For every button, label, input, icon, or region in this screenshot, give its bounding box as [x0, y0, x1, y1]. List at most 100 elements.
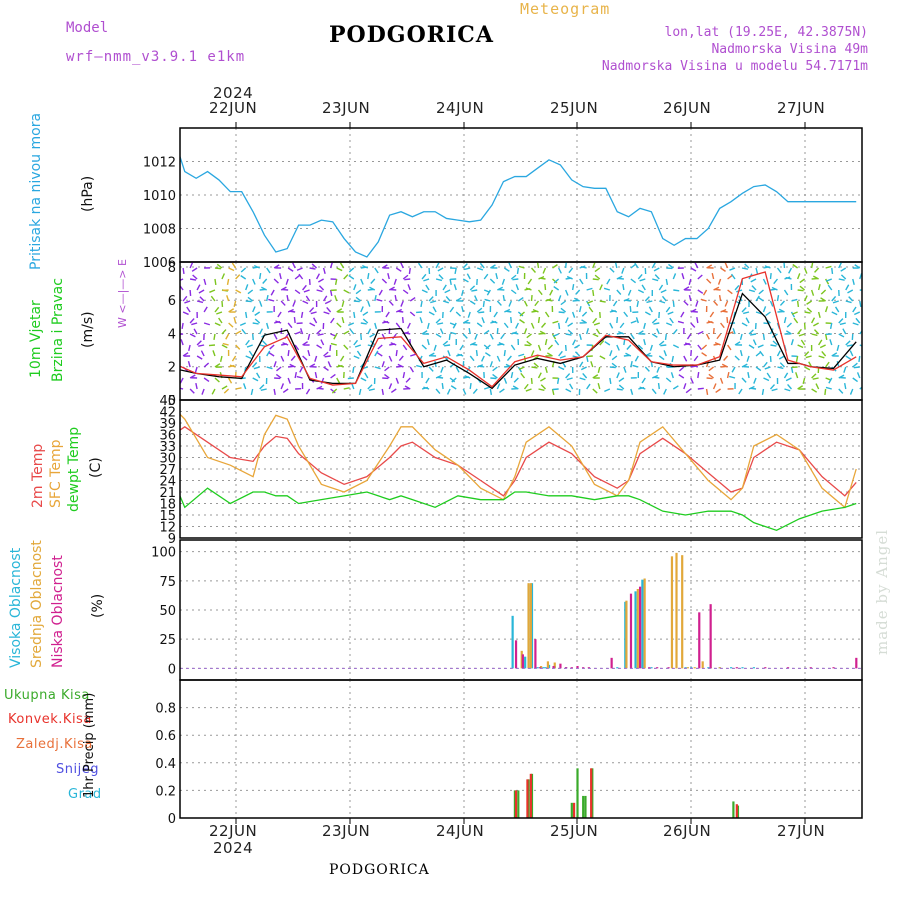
- wind-barb: [269, 344, 275, 350]
- wind-barb: [406, 322, 411, 329]
- wind-barb: [225, 333, 230, 340]
- wind-barb: [579, 278, 584, 285]
- wind-barb: [700, 298, 707, 302]
- clouds-bar: [511, 615, 514, 669]
- wind-ytick-label: 4: [168, 327, 176, 342]
- wind-barb: [189, 333, 196, 338]
- wind-barb: [320, 339, 325, 346]
- clouds-bar: [546, 661, 550, 669]
- precip-bar: [584, 795, 587, 818]
- wind-barb: [625, 352, 632, 357]
- wind-barb: [772, 340, 778, 346]
- wind-barb: [701, 352, 707, 357]
- wind-barb: [741, 322, 748, 327]
- wind-barb: [727, 344, 732, 351]
- wind-barb: [330, 373, 336, 379]
- clouds-bar: [530, 583, 534, 669]
- wind-barb: [530, 294, 533, 302]
- wind-barb: [637, 273, 643, 280]
- wind-barb: [426, 322, 430, 329]
- wind-barb: [808, 361, 813, 368]
- wind-barb: [351, 383, 355, 390]
- wind-barb: [573, 297, 580, 302]
- wind-barb: [762, 306, 767, 313]
- wind-barb: [786, 322, 792, 328]
- wind-barb: [397, 363, 404, 368]
- wind-barb: [697, 289, 704, 294]
- wind-barb: [317, 387, 324, 390]
- wind-barb: [287, 349, 290, 357]
- wind-barb: [472, 388, 478, 395]
- wind-barb: [203, 377, 210, 383]
- wind-barb: [275, 373, 282, 379]
- wind-barb: [266, 267, 271, 274]
- wind-barb: [552, 278, 558, 284]
- wind-barb: [706, 264, 713, 269]
- wind-barb: [425, 377, 430, 384]
- wind-barb: [843, 382, 847, 390]
- wind-barb: [244, 311, 248, 319]
- precip-bar: [590, 768, 593, 818]
- wind-barb: [757, 344, 764, 348]
- wind-barb: [665, 278, 669, 286]
- wind-barb: [712, 327, 715, 335]
- wind-series-speed: [180, 292, 857, 390]
- wind-barb: [537, 316, 541, 324]
- wind-barb: [252, 377, 259, 382]
- wind-barb: [355, 289, 362, 295]
- wind-barb: [848, 296, 854, 302]
- wind-barb: [316, 344, 323, 349]
- wind-barb: [684, 342, 692, 346]
- wind-barb: [707, 320, 714, 324]
- wind-barb: [500, 333, 505, 340]
- clouds-bar: [764, 667, 767, 669]
- wind-barb: [484, 386, 491, 390]
- wind-barb: [252, 278, 256, 285]
- wind-barb: [322, 295, 328, 302]
- wind-barb: [198, 344, 205, 347]
- wind-barb: [854, 264, 861, 269]
- wind-barb: [623, 338, 626, 346]
- wind-barb: [442, 300, 450, 304]
- wind-barb: [428, 352, 435, 357]
- wind-barb: [367, 328, 372, 335]
- wind-barb: [690, 322, 696, 328]
- wind-barb: [302, 284, 307, 291]
- wind-barb: [348, 267, 355, 273]
- wind-barb: [455, 297, 462, 302]
- wind-barb: [450, 331, 457, 335]
- wind-barb: [721, 310, 728, 313]
- wind-barb: [331, 388, 338, 394]
- wind-barb: [685, 388, 692, 394]
- wind-barb: [367, 384, 373, 390]
- wind-barb: [492, 373, 498, 379]
- wind-barb: [254, 318, 261, 324]
- temperature-ytick-label: 39: [159, 417, 176, 432]
- wind-barb: [478, 365, 485, 368]
- wind-barb: [518, 366, 525, 371]
- wind-barb: [309, 363, 316, 368]
- wind-barb: [814, 267, 820, 273]
- wind-barb: [614, 262, 618, 269]
- wind-barb: [390, 388, 397, 394]
- wind-barb: [533, 362, 539, 368]
- wind-barb: [776, 350, 781, 357]
- wind-barb: [764, 366, 771, 370]
- wind-barb: [771, 286, 778, 291]
- wind-barb: [262, 278, 268, 284]
- precip-bar: [530, 773, 534, 818]
- wind-barb: [793, 317, 799, 324]
- wind-barb: [594, 274, 601, 280]
- wind-barb: [421, 273, 427, 280]
- wind-barb: [484, 298, 491, 302]
- wind-barb: [858, 355, 861, 363]
- wind-barb: [796, 300, 800, 308]
- wind-barb: [496, 300, 502, 306]
- wind-barb: [430, 300, 437, 304]
- wind-barb: [812, 377, 819, 380]
- wind-barb: [419, 317, 423, 324]
- clouds-bar: [616, 667, 619, 669]
- wind-barb: [838, 333, 845, 338]
- wind-barb: [508, 262, 512, 269]
- wind-barb: [213, 333, 216, 341]
